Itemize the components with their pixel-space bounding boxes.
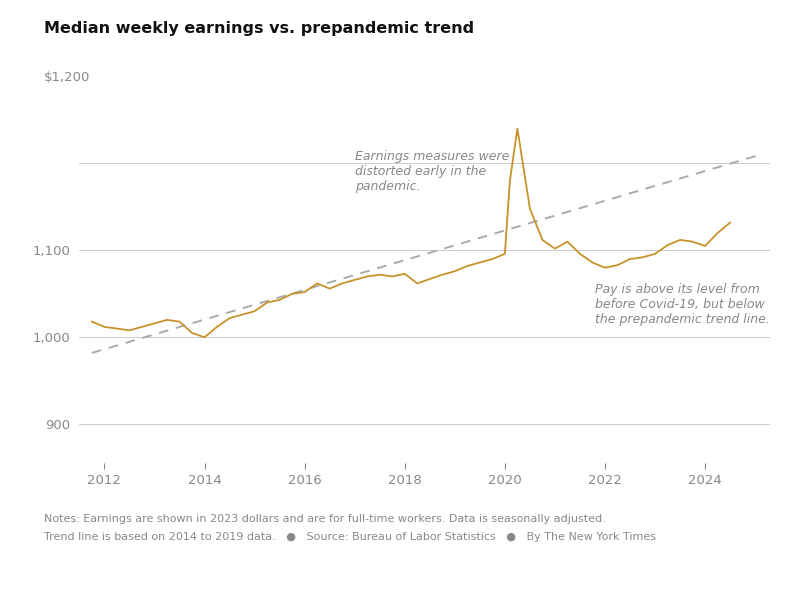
Text: Pay is above its level from
before Covid-19, but below
the prepandemic trend lin: Pay is above its level from before Covid… [595, 283, 770, 326]
Text: Trend line is based on 2014 to 2019 data.   ●   Source: Bureau of Labor Statisti: Trend line is based on 2014 to 2019 data… [44, 532, 656, 542]
Text: Earnings measures were
distorted early in the
pandemic.: Earnings measures were distorted early i… [355, 150, 509, 194]
Text: Notes: Earnings are shown in 2023 dollars and are for full-time workers. Data is: Notes: Earnings are shown in 2023 dollar… [44, 514, 605, 524]
Text: Median weekly earnings vs. prepandemic trend: Median weekly earnings vs. prepandemic t… [44, 21, 474, 36]
Text: $1,200: $1,200 [44, 71, 90, 84]
